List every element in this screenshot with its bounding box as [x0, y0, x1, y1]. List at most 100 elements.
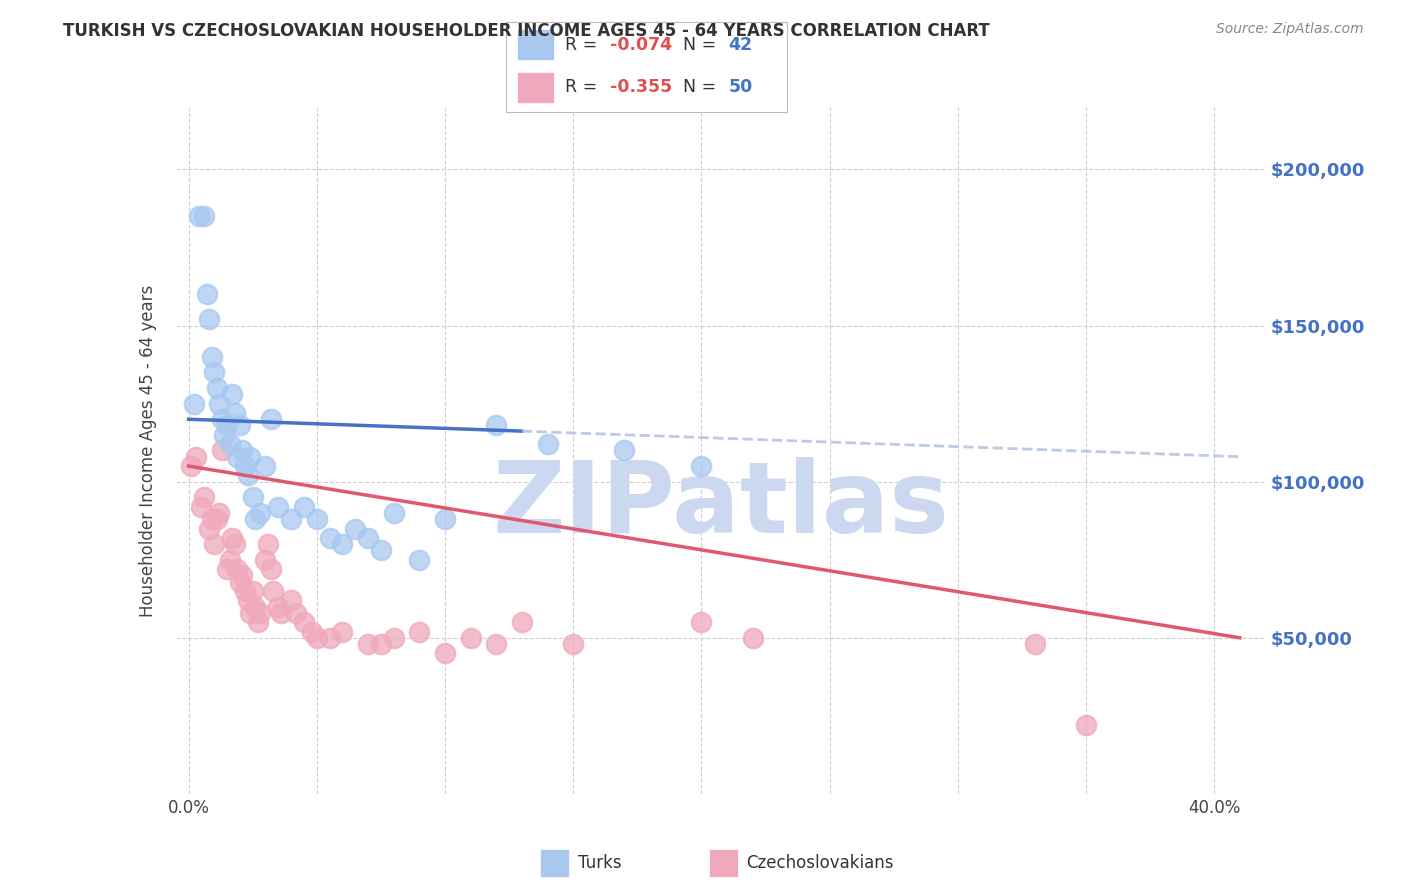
Point: [382, 506, 405, 520]
Point: [262, 583, 284, 598]
Point: [239, 450, 262, 464]
Point: [233, 583, 256, 598]
Point: [180, 458, 202, 473]
Point: [193, 490, 215, 504]
Point: [236, 468, 259, 483]
Text: -0.355: -0.355: [610, 78, 672, 96]
Point: [231, 443, 253, 458]
Point: [215, 418, 238, 433]
Point: [485, 637, 508, 651]
Text: TURKISH VS CZECHOSLOVAKIAN HOUSEHOLDER INCOME AGES 45 - 64 YEARS CORRELATION CHA: TURKISH VS CZECHOSLOVAKIAN HOUSEHOLDER I…: [63, 22, 990, 40]
Point: [254, 552, 277, 567]
Point: [741, 631, 763, 645]
Bar: [540, 849, 569, 877]
Point: [245, 599, 267, 614]
Text: N =: N =: [683, 36, 723, 54]
Point: [690, 458, 713, 473]
Bar: [709, 849, 738, 877]
Point: [239, 606, 262, 620]
Point: [211, 443, 233, 458]
Text: 42: 42: [728, 36, 752, 54]
Point: [226, 450, 249, 464]
Point: [245, 512, 267, 526]
Point: [562, 637, 585, 651]
Point: [246, 615, 269, 630]
Text: Czechoslovakians: Czechoslovakians: [747, 854, 894, 872]
Point: [408, 624, 430, 639]
Point: [332, 624, 354, 639]
Point: [485, 418, 508, 433]
Point: [202, 537, 225, 551]
Point: [221, 387, 243, 401]
Point: [357, 531, 380, 545]
Point: [202, 366, 225, 380]
Point: [613, 443, 636, 458]
Point: [242, 583, 264, 598]
Point: [1024, 637, 1046, 651]
Point: [370, 543, 392, 558]
Point: [208, 396, 231, 410]
Text: R =: R =: [565, 78, 603, 96]
Point: [292, 615, 315, 630]
Point: [270, 606, 292, 620]
Point: [211, 412, 233, 426]
Point: [218, 437, 240, 451]
Point: [201, 512, 224, 526]
Point: [233, 458, 256, 473]
Point: [301, 624, 323, 639]
Point: [214, 427, 236, 442]
Point: [257, 537, 280, 551]
Text: ZIPatlas: ZIPatlas: [492, 457, 949, 554]
Text: -0.074: -0.074: [610, 36, 672, 54]
Point: [221, 531, 243, 545]
Point: [433, 646, 456, 660]
Point: [292, 500, 315, 514]
Point: [305, 512, 328, 526]
Point: [236, 593, 259, 607]
Y-axis label: Householder Income Ages 45 - 64 years: Householder Income Ages 45 - 64 years: [139, 285, 157, 616]
Bar: [517, 72, 554, 103]
Point: [259, 412, 281, 426]
Point: [1074, 718, 1097, 732]
Point: [215, 562, 238, 576]
Point: [433, 512, 456, 526]
Point: [254, 458, 277, 473]
Text: Source: ZipAtlas.com: Source: ZipAtlas.com: [1216, 22, 1364, 37]
Point: [193, 209, 215, 223]
Point: [231, 568, 253, 582]
Point: [218, 552, 240, 567]
Point: [201, 350, 224, 364]
Point: [195, 287, 218, 301]
Point: [357, 637, 380, 651]
Point: [370, 637, 392, 651]
Point: [536, 437, 558, 451]
Point: [318, 531, 340, 545]
Text: 50: 50: [728, 78, 752, 96]
Point: [183, 396, 205, 410]
Point: [198, 312, 221, 326]
Text: N =: N =: [683, 78, 723, 96]
Point: [267, 599, 290, 614]
Point: [208, 506, 231, 520]
Point: [690, 615, 713, 630]
Point: [259, 562, 281, 576]
Point: [229, 418, 252, 433]
Point: [224, 406, 246, 420]
Point: [249, 506, 271, 520]
Point: [267, 500, 290, 514]
Point: [510, 615, 533, 630]
Point: [198, 521, 221, 535]
Bar: [517, 29, 554, 60]
Point: [305, 631, 328, 645]
Point: [285, 606, 308, 620]
Point: [280, 593, 302, 607]
Point: [205, 512, 228, 526]
Point: [280, 512, 302, 526]
Point: [226, 562, 249, 576]
Point: [408, 552, 430, 567]
Point: [242, 490, 264, 504]
Point: [344, 521, 367, 535]
Point: [249, 606, 271, 620]
Point: [187, 209, 209, 223]
Text: R =: R =: [565, 36, 603, 54]
